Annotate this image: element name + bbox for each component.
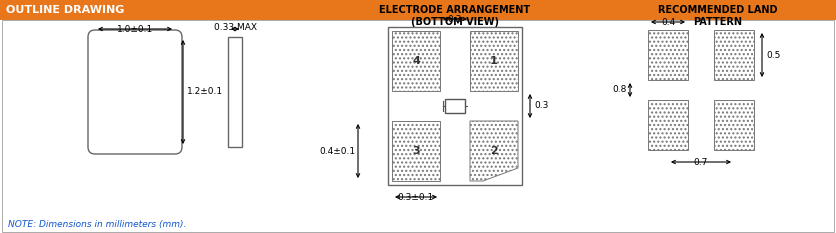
Text: 0.33 MAX: 0.33 MAX — [213, 23, 257, 32]
Bar — [388, 27, 522, 185]
Text: RECOMMENDED LAND
PATTERN: RECOMMENDED LAND PATTERN — [658, 5, 777, 27]
Polygon shape — [470, 121, 518, 181]
Bar — [648, 100, 688, 150]
Text: 2: 2 — [490, 146, 498, 156]
Text: 0.3: 0.3 — [448, 15, 462, 24]
Bar — [392, 121, 440, 181]
Text: 0.7: 0.7 — [694, 158, 708, 167]
Text: 1.2±0.1: 1.2±0.1 — [187, 88, 223, 96]
Bar — [648, 30, 688, 80]
Bar — [714, 30, 754, 80]
Bar — [470, 31, 518, 91]
Text: NOTE: Dimensions in millimeters (mm).: NOTE: Dimensions in millimeters (mm). — [8, 219, 186, 229]
Bar — [392, 31, 440, 91]
Bar — [0, 0, 836, 20]
Bar — [228, 37, 242, 147]
Text: 0.8: 0.8 — [613, 86, 627, 95]
Text: ELECTRODE ARRANGEMENT
(BOTTOM VIEW): ELECTRODE ARRANGEMENT (BOTTOM VIEW) — [380, 5, 531, 27]
Bar — [714, 100, 754, 150]
Text: 3: 3 — [412, 146, 420, 156]
Text: 1: 1 — [490, 56, 498, 66]
Text: 0.4±0.1: 0.4±0.1 — [319, 147, 355, 155]
FancyBboxPatch shape — [88, 30, 182, 154]
Text: OUTLINE DRAWING: OUTLINE DRAWING — [6, 5, 125, 15]
Text: 4: 4 — [412, 56, 420, 66]
Text: 1.0±0.1: 1.0±0.1 — [117, 25, 153, 34]
Bar — [445, 99, 465, 113]
Text: 0.3: 0.3 — [534, 102, 548, 110]
Text: 0.3±0.1: 0.3±0.1 — [398, 193, 434, 202]
Text: 0.4: 0.4 — [661, 18, 675, 27]
Text: 0.5: 0.5 — [766, 51, 780, 59]
